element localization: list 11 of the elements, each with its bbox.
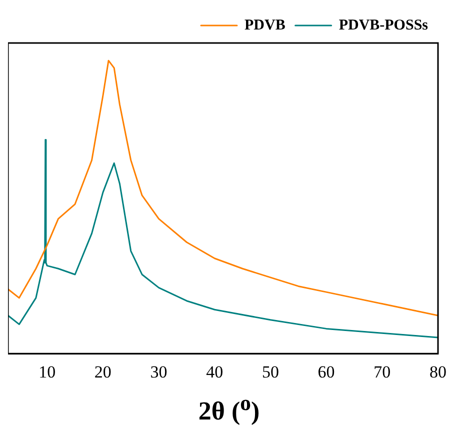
x-tick-label: 40 (206, 362, 224, 382)
x-tick-label: 30 (150, 362, 168, 382)
x-tick-label: 20 (94, 362, 112, 382)
x-tick-label: 60 (318, 362, 335, 382)
x-tick-label: 80 (430, 362, 446, 382)
x-tick-label: 70 (374, 362, 391, 382)
x-tick-label: 10 (38, 362, 56, 382)
legend-label: PDVB (244, 17, 286, 34)
x-tick-label: 50 (262, 362, 279, 382)
legend-label: PDVB-POSSs (338, 17, 428, 34)
x-axis-title: 2θ ($^{o}$) (197, 390, 261, 428)
